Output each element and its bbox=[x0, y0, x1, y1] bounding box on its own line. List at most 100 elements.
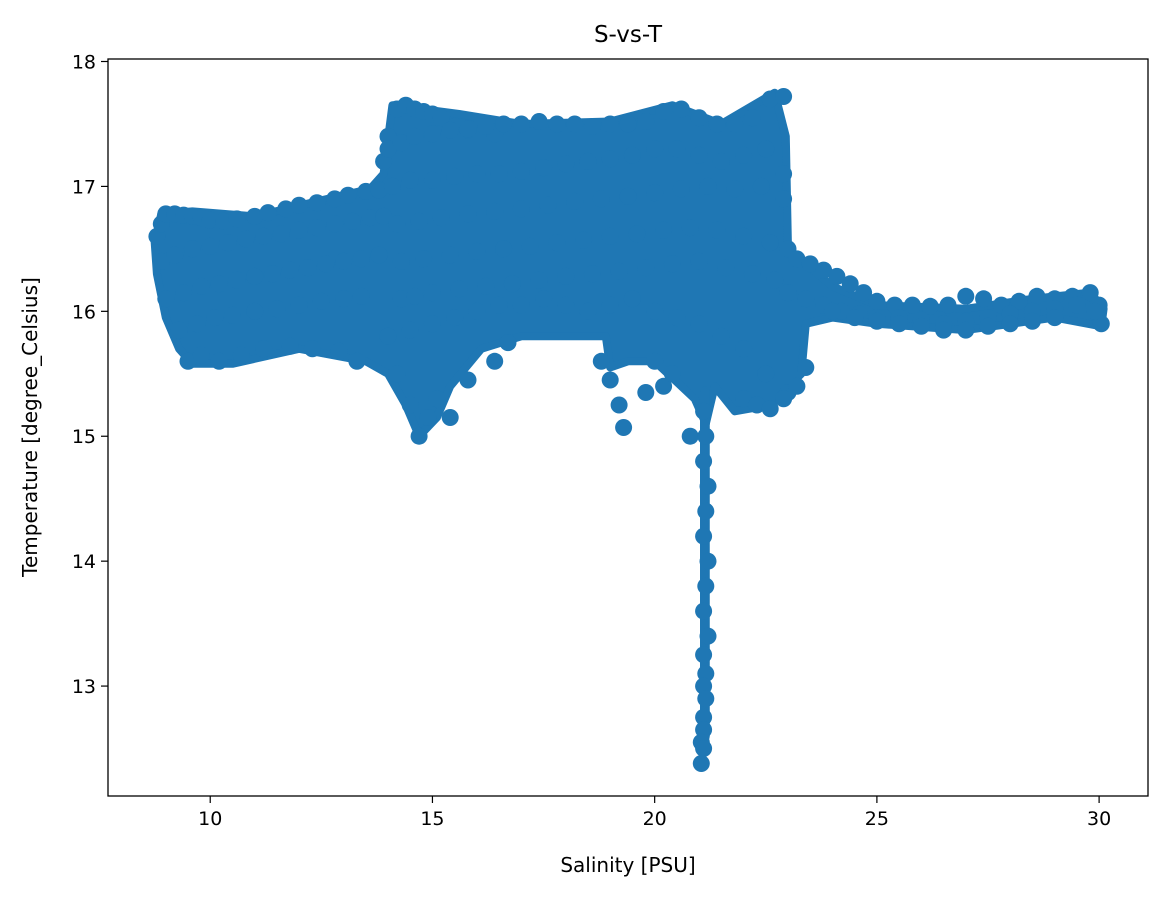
data-point bbox=[748, 396, 766, 414]
data-point bbox=[690, 252, 708, 270]
data-point bbox=[775, 88, 793, 105]
data-point bbox=[761, 90, 779, 108]
y-axis-label: Temperature [degree_Celsius] bbox=[18, 277, 42, 578]
data-point bbox=[303, 340, 321, 358]
data-point bbox=[601, 371, 619, 389]
data-point bbox=[801, 255, 819, 273]
data-point bbox=[512, 296, 530, 314]
data-point bbox=[512, 200, 530, 218]
data-point bbox=[735, 390, 753, 408]
data-point bbox=[539, 196, 557, 214]
x-axis-label: Salinity [PSU] bbox=[560, 853, 695, 877]
data-point bbox=[223, 306, 241, 324]
data-point bbox=[668, 140, 686, 158]
data-point bbox=[697, 690, 715, 708]
data-point bbox=[619, 115, 637, 133]
data-point bbox=[432, 209, 450, 227]
data-point bbox=[1010, 292, 1028, 310]
data-point bbox=[695, 740, 713, 757]
data-point bbox=[446, 309, 464, 327]
data-point bbox=[201, 237, 219, 255]
data-point bbox=[868, 292, 886, 310]
data-point bbox=[566, 115, 584, 133]
data-point bbox=[246, 267, 264, 285]
data-point bbox=[695, 708, 713, 726]
data-point bbox=[548, 234, 566, 252]
data-point bbox=[281, 337, 299, 355]
data-point bbox=[210, 275, 228, 293]
data-point bbox=[441, 409, 459, 426]
x-tick-label: 10 bbox=[198, 808, 222, 830]
data-point bbox=[392, 290, 410, 308]
data-point bbox=[655, 103, 673, 120]
y-tick-label: 17 bbox=[72, 176, 96, 198]
data-point bbox=[610, 262, 628, 280]
data-point bbox=[557, 296, 575, 314]
data-point bbox=[468, 165, 486, 183]
data-point bbox=[697, 502, 715, 520]
data-point bbox=[655, 377, 673, 395]
data-point bbox=[699, 177, 717, 195]
data-point bbox=[428, 390, 446, 408]
data-point bbox=[192, 277, 210, 295]
data-point bbox=[697, 427, 715, 445]
data-point bbox=[912, 317, 930, 335]
data-point bbox=[1092, 315, 1110, 333]
data-point bbox=[166, 246, 184, 264]
data-point bbox=[152, 252, 170, 270]
data-point bbox=[312, 292, 330, 310]
data-point bbox=[401, 321, 419, 339]
y-tick-label: 15 bbox=[72, 426, 96, 448]
data-point bbox=[868, 312, 886, 330]
data-point bbox=[615, 419, 633, 436]
data-point bbox=[459, 205, 477, 223]
data-point bbox=[370, 181, 388, 199]
data-point bbox=[215, 212, 233, 230]
data-point bbox=[259, 204, 277, 222]
data-point bbox=[695, 527, 713, 545]
data-point bbox=[779, 284, 797, 302]
data-point bbox=[415, 250, 433, 268]
x-axis: 10 15 20 25 30 bbox=[198, 796, 1111, 830]
data-point bbox=[628, 225, 646, 243]
data-point bbox=[530, 113, 548, 130]
data-point bbox=[672, 100, 690, 118]
data-point bbox=[690, 109, 708, 127]
data-point bbox=[979, 317, 997, 335]
y-tick-label: 13 bbox=[72, 676, 96, 698]
data-point bbox=[401, 396, 419, 414]
data-point bbox=[388, 215, 406, 233]
data-point bbox=[1028, 287, 1046, 305]
data-point bbox=[672, 180, 690, 198]
data-point bbox=[592, 352, 610, 370]
data-point bbox=[695, 602, 713, 620]
data-point bbox=[495, 240, 513, 258]
data-point bbox=[419, 409, 437, 426]
data-point bbox=[232, 346, 250, 364]
data-point bbox=[708, 115, 726, 133]
data-point bbox=[699, 477, 717, 495]
data-point bbox=[210, 352, 228, 370]
data-point bbox=[499, 334, 517, 352]
data-point bbox=[846, 309, 864, 327]
data-point bbox=[975, 290, 993, 308]
data-point bbox=[566, 192, 584, 210]
data-point bbox=[1023, 312, 1041, 330]
data-point bbox=[735, 340, 753, 358]
data-point bbox=[957, 321, 975, 339]
data-point bbox=[646, 140, 664, 158]
data-point bbox=[601, 296, 619, 314]
data-point bbox=[179, 352, 197, 370]
data-point bbox=[503, 275, 521, 293]
data-point bbox=[268, 300, 286, 318]
data-point bbox=[695, 677, 713, 695]
data-point bbox=[392, 252, 410, 270]
data-point bbox=[339, 186, 357, 204]
data-point bbox=[695, 402, 713, 420]
data-point bbox=[775, 165, 793, 183]
data-point bbox=[237, 230, 255, 248]
data-point bbox=[663, 255, 681, 273]
data-point bbox=[335, 290, 353, 308]
data-point bbox=[183, 240, 201, 258]
data-point bbox=[752, 177, 770, 195]
